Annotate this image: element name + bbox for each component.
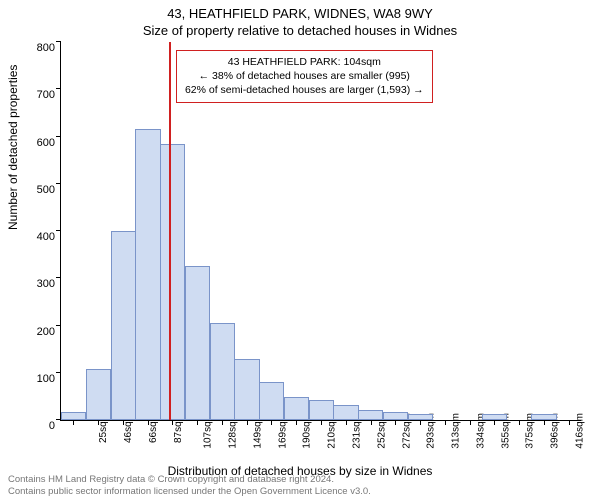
x-tick-mark bbox=[98, 420, 99, 425]
footer-attribution: Contains HM Land Registry data © Crown c… bbox=[8, 474, 371, 498]
bar bbox=[185, 266, 210, 420]
bar bbox=[234, 359, 259, 420]
y-tick-mark bbox=[56, 277, 61, 278]
x-tick-mark bbox=[494, 420, 495, 425]
marker-callout: 43 HEATHFIELD PARK: 104sqm ← 38% of deta… bbox=[176, 50, 433, 103]
x-tick-mark bbox=[346, 420, 347, 425]
y-tick-mark bbox=[56, 230, 61, 231]
y-tick-label: 500 bbox=[25, 184, 55, 196]
bar bbox=[210, 323, 235, 420]
bar bbox=[333, 405, 358, 420]
x-tick-mark bbox=[544, 420, 545, 425]
bar bbox=[86, 369, 111, 420]
y-tick-mark bbox=[56, 183, 61, 184]
x-tick-mark bbox=[296, 420, 297, 425]
x-tick-label: 313sqm bbox=[451, 413, 462, 449]
x-tick-mark bbox=[197, 420, 198, 425]
callout-line3: 62% of semi-detached houses are larger (… bbox=[185, 83, 424, 97]
y-tick-mark bbox=[56, 136, 61, 137]
y-tick-mark bbox=[56, 325, 61, 326]
y-tick-label: 200 bbox=[25, 326, 55, 338]
x-tick-mark bbox=[148, 420, 149, 425]
y-tick-label: 400 bbox=[25, 231, 55, 243]
page-subtitle: Size of property relative to detached ho… bbox=[0, 21, 600, 40]
x-tick-mark bbox=[247, 420, 248, 425]
footer-line2: Contains public sector information licen… bbox=[8, 486, 371, 498]
x-tick-mark bbox=[395, 420, 396, 425]
y-axis-label: Number of detached properties bbox=[6, 65, 20, 230]
x-tick-mark bbox=[519, 420, 520, 425]
bar bbox=[160, 144, 185, 420]
y-tick-mark bbox=[56, 88, 61, 89]
y-tick-label: 800 bbox=[25, 42, 55, 54]
x-tick-mark bbox=[222, 420, 223, 425]
y-tick-label: 600 bbox=[25, 137, 55, 149]
bar bbox=[284, 397, 309, 420]
callout-line2: ← 38% of detached houses are smaller (99… bbox=[185, 69, 424, 83]
x-tick-label: 416sqm bbox=[574, 413, 585, 449]
page-title: 43, HEATHFIELD PARK, WIDNES, WA8 9WY bbox=[0, 0, 600, 21]
y-tick-label: 0 bbox=[25, 420, 55, 432]
x-tick-mark bbox=[445, 420, 446, 425]
bar bbox=[383, 412, 408, 421]
y-tick-mark bbox=[56, 41, 61, 42]
x-tick-mark bbox=[271, 420, 272, 425]
callout-line1: 43 HEATHFIELD PARK: 104sqm bbox=[185, 55, 424, 69]
x-tick-mark bbox=[420, 420, 421, 425]
x-tick-mark bbox=[321, 420, 322, 425]
bar bbox=[358, 410, 383, 420]
x-tick-mark bbox=[569, 420, 570, 425]
bar bbox=[259, 382, 284, 420]
y-tick-label: 300 bbox=[25, 278, 55, 290]
x-tick-mark bbox=[172, 420, 173, 425]
x-tick-mark bbox=[371, 420, 372, 425]
property-marker-line bbox=[169, 42, 171, 420]
x-tick-mark bbox=[470, 420, 471, 425]
bar bbox=[61, 412, 86, 420]
bar bbox=[135, 129, 160, 420]
x-tick-mark bbox=[123, 420, 124, 425]
chart-plot-area: 43 HEATHFIELD PARK: 104sqm ← 38% of deta… bbox=[60, 42, 581, 421]
footer-line1: Contains HM Land Registry data © Crown c… bbox=[8, 474, 371, 486]
bar bbox=[111, 231, 136, 420]
x-tick-mark bbox=[73, 420, 74, 425]
bar bbox=[309, 400, 334, 420]
y-tick-label: 100 bbox=[25, 373, 55, 385]
y-tick-mark bbox=[56, 372, 61, 373]
y-tick-label: 700 bbox=[25, 89, 55, 101]
